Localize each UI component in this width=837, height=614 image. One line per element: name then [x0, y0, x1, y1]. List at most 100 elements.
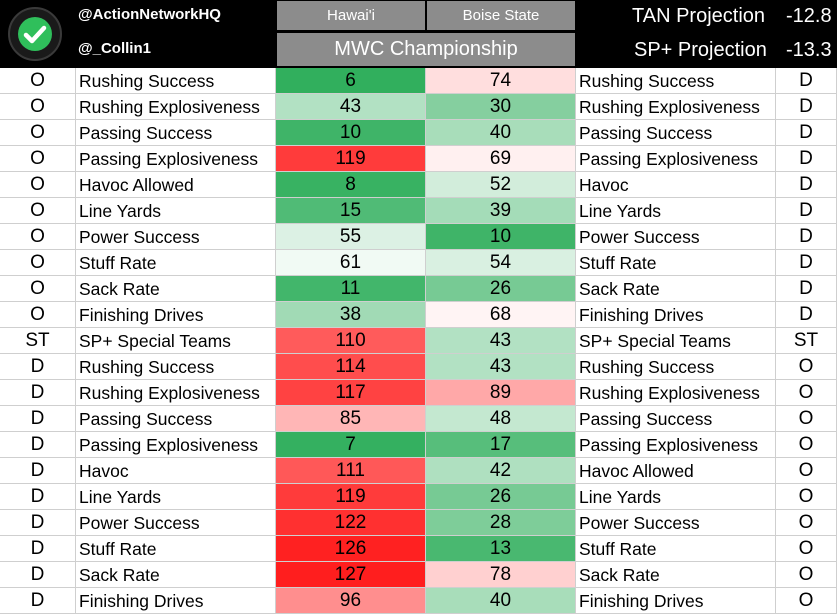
stat-right-cell: Sack Rate [576, 276, 776, 302]
stat-right-cell: Rushing Success [576, 354, 776, 380]
table-row: O Rushing Success 6 74 Rushing Success D [0, 68, 837, 94]
team1-rank-cell: 85 [276, 406, 426, 432]
side-left-cell: O [0, 224, 76, 250]
side-right-cell: O [776, 432, 837, 458]
stat-right-cell: Rushing Explosiveness [576, 380, 776, 406]
stat-left-cell: Havoc [76, 458, 276, 484]
team1-rank-cell: 114 [276, 354, 426, 380]
team1-rank-cell: 119 [276, 484, 426, 510]
side-left-cell: D [0, 484, 76, 510]
team1-rank-cell: 126 [276, 536, 426, 562]
table-row: O Power Success 55 10 Power Success D [0, 224, 837, 250]
stat-right-cell: Power Success [576, 224, 776, 250]
stat-right-cell: Havoc [576, 172, 776, 198]
side-right-cell: O [776, 562, 837, 588]
side-right-cell: D [776, 94, 837, 120]
sp-projection-value: -13.3 [786, 39, 832, 61]
side-right-cell: O [776, 380, 837, 406]
stat-right-cell: Rushing Success [576, 68, 776, 94]
stat-right-cell: Line Yards [576, 198, 776, 224]
team1-rank-cell: 11 [276, 276, 426, 302]
team2-rank-cell: 28 [426, 510, 576, 536]
stat-left-cell: Stuff Rate [76, 250, 276, 276]
stat-right-cell: Finishing Drives [576, 588, 776, 614]
team2-rank-cell: 48 [426, 406, 576, 432]
table-row: D Finishing Drives 96 40 Finishing Drives O [0, 588, 837, 614]
side-right-cell: D [776, 224, 837, 250]
stat-right-cell: Line Yards [576, 484, 776, 510]
handle-secondary: @_Collin1 [78, 40, 151, 57]
team1-rank-cell: 111 [276, 458, 426, 484]
table-row: D Line Yards 119 26 Line Yards O [0, 484, 837, 510]
table-row: D Stuff Rate 126 13 Stuff Rate O [0, 536, 837, 562]
team1-rank-cell: 7 [276, 432, 426, 458]
team2-rank-cell: 78 [426, 562, 576, 588]
side-right-cell: D [776, 172, 837, 198]
side-left-cell: D [0, 432, 76, 458]
stat-left-cell: Passing Explosiveness [76, 432, 276, 458]
side-left-cell: D [0, 458, 76, 484]
stat-left-cell: Line Yards [76, 484, 276, 510]
stat-right-cell: Passing Explosiveness [576, 146, 776, 172]
stat-left-cell: Passing Explosiveness [76, 146, 276, 172]
table-row: O Rushing Explosiveness 43 30 Rushing Explos… [0, 94, 837, 120]
stat-left-cell: SP+ Special Teams [76, 328, 276, 354]
side-right-cell: O [776, 484, 837, 510]
team2-rank-cell: 26 [426, 484, 576, 510]
side-right-cell: D [776, 146, 837, 172]
table-row: O Stuff Rate 61 54 Stuff Rate D [0, 250, 837, 276]
stat-right-cell: Finishing Drives [576, 302, 776, 328]
stat-left-cell: Rushing Explosiveness [76, 94, 276, 120]
stat-right-cell: Stuff Rate [576, 250, 776, 276]
team2-rank-cell: 10 [426, 224, 576, 250]
stat-left-cell: Sack Rate [76, 276, 276, 302]
side-right-cell: O [776, 354, 837, 380]
side-right-cell: O [776, 536, 837, 562]
stat-left-cell: Power Success [76, 224, 276, 250]
side-left-cell: O [0, 302, 76, 328]
team1-rank-cell: 15 [276, 198, 426, 224]
team2-rank-cell: 52 [426, 172, 576, 198]
side-right-cell: O [776, 588, 837, 614]
side-right-cell: D [776, 302, 837, 328]
side-left-cell: D [0, 510, 76, 536]
team2-rank-cell: 26 [426, 276, 576, 302]
team1-rank-cell: 6 [276, 68, 426, 94]
tan-projection-label: TAN Projection [632, 5, 766, 27]
side-right-cell: D [776, 276, 837, 302]
side-left-cell: O [0, 94, 76, 120]
team2-rank-cell: 54 [426, 250, 576, 276]
sp-projection-label: SP+ Projection [634, 39, 767, 61]
side-left-cell: O [0, 276, 76, 302]
team2-rank-cell: 69 [426, 146, 576, 172]
side-left-cell: D [0, 406, 76, 432]
stat-left-cell: Rushing Success [76, 354, 276, 380]
stat-left-cell: Sack Rate [76, 562, 276, 588]
stat-right-cell: SP+ Special Teams [576, 328, 776, 354]
side-right-cell: D [776, 250, 837, 276]
side-left-cell: O [0, 68, 76, 94]
side-left-cell: O [0, 120, 76, 146]
side-right-cell: O [776, 458, 837, 484]
side-right-cell: D [776, 198, 837, 224]
side-right-cell: D [776, 68, 837, 94]
stat-left-cell: Passing Success [76, 120, 276, 146]
side-left-cell: D [0, 562, 76, 588]
team2-rank-cell: 30 [426, 94, 576, 120]
team1-rank-cell: 61 [276, 250, 426, 276]
stat-left-cell: Stuff Rate [76, 536, 276, 562]
team1-rank-cell: 127 [276, 562, 426, 588]
table-row: O Havoc Allowed 8 52 Havoc D [0, 172, 837, 198]
side-right-cell: D [776, 120, 837, 146]
stat-left-cell: Power Success [76, 510, 276, 536]
side-left-cell: D [0, 380, 76, 406]
team2-name: Boise State [427, 1, 575, 30]
side-left-cell: O [0, 146, 76, 172]
stat-right-cell: Power Success [576, 510, 776, 536]
stat-left-cell: Passing Success [76, 406, 276, 432]
team1-rank-cell: 119 [276, 146, 426, 172]
stat-left-cell: Line Yards [76, 198, 276, 224]
table-row: D Sack Rate 127 78 Sack Rate O [0, 562, 837, 588]
table-row: O Finishing Drives 38 68 Finishing Drives D [0, 302, 837, 328]
